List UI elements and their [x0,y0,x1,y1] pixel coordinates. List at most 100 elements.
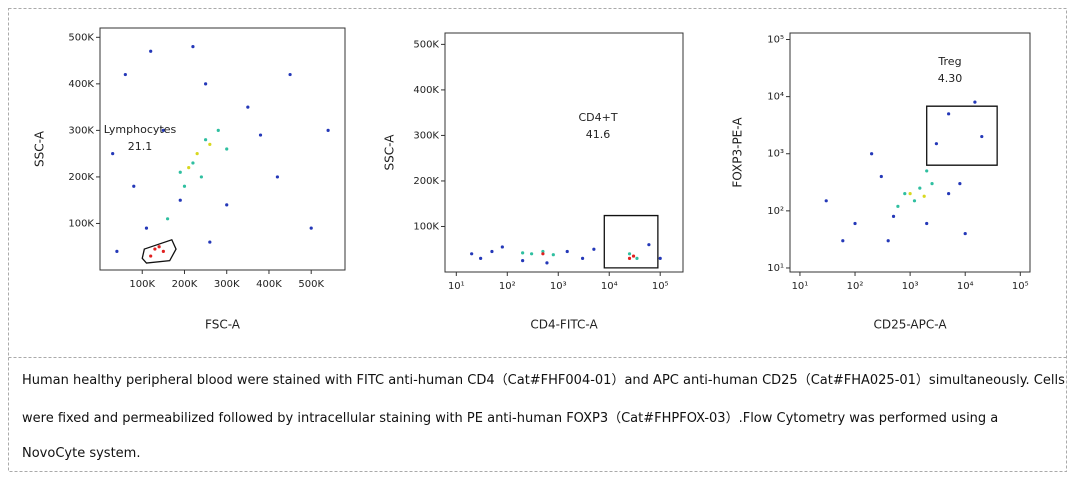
event-dot [824,199,828,203]
event-dot [115,249,119,253]
event-dot [326,128,330,132]
x-tick-label: 200K [172,279,198,290]
event-dot [216,128,220,132]
event-dot [161,249,165,253]
event-dot [980,134,984,139]
event-dot [178,170,182,174]
event-dot [161,128,165,132]
event-dot [592,247,596,251]
event-dot [635,256,639,260]
y-tick-label: 10⁵ [767,35,784,46]
event-dot [204,138,208,142]
x-tick-label: 10⁴ [601,281,618,292]
y-tick-label: 10³ [767,149,784,160]
x-tick-label: 10¹ [792,281,809,292]
x-axis-title: CD25-APC-A [873,318,947,332]
event-dot [530,252,534,256]
event-dot [870,152,874,156]
event-dot [627,256,632,260]
event-dot [922,194,926,198]
event-dot [149,254,153,258]
event-dot [631,254,636,258]
event-dot [309,226,313,230]
event-dot [208,240,212,244]
event-dot [925,221,929,226]
event-dot [521,259,525,263]
event-dot [903,192,907,196]
event-dot [947,192,951,196]
event-dot [947,112,951,116]
event-dot [149,49,153,53]
event-dot [182,184,187,188]
y-tick-label: 100K [68,218,94,229]
plot-frame [789,32,1031,273]
gate-percent: 21.1 [128,140,153,153]
event-dot [165,217,170,221]
event-dot [565,249,569,254]
x-axis-title: FSC-A [205,318,241,332]
event-dot [246,105,250,109]
y-tick-label: 500K [413,39,439,50]
plot-frame [99,27,346,271]
x-tick-label: 10¹ [448,281,465,292]
x-tick-label: 10⁴ [957,281,974,292]
event-dot [853,221,857,226]
gate-percent: 41.6 [586,128,611,141]
y-axis-title: FOXP3-PE-A [731,117,745,188]
event-dot [627,252,632,256]
event-dot [886,239,890,243]
figure-border [8,8,1067,472]
event-dot [470,252,474,256]
event-dot [191,45,195,49]
event-dot [551,253,555,257]
plot-frame [444,32,684,273]
y-tick-label: 400K [413,85,439,96]
y-axis-title: SSC-A [33,130,47,167]
caption-line: Human healthy peripheral blood were stai… [22,373,1065,388]
x-tick-label: 10² [847,281,864,292]
gate [141,238,177,264]
event-dot [191,161,195,165]
event-dot [123,72,127,77]
event-dot [225,203,229,207]
event-dot [908,192,912,196]
x-tick-label: 10³ [550,281,567,292]
event-dot [958,182,962,186]
event-dot [647,243,651,247]
event-dot [963,231,967,236]
x-tick-label: 400K [256,279,282,290]
x-tick-label: 500K [298,279,324,290]
event-dot [490,249,494,254]
y-tick-label: 400K [68,79,94,90]
event-dot [157,245,161,249]
x-tick-label: 100K [129,279,155,290]
event-dot [841,239,845,243]
event-dot [275,175,280,179]
gate-name: CD4+T [578,111,617,124]
event-dot [973,100,977,104]
x-tick-label: 300K [214,279,240,290]
event-dot [521,251,525,255]
event-dot [132,184,136,188]
x-tick-label: 10² [499,281,516,292]
event-dot [111,152,115,156]
x-axis-title: CD4-FITC-A [530,318,598,332]
event-dot [225,147,229,151]
event-dot [912,199,917,203]
y-axis-title: SSC-A [383,134,397,171]
event-dot [545,261,549,265]
gate [926,105,998,166]
event-dot [208,142,212,146]
y-tick-label: 200K [68,172,94,183]
caption-line: were fixed and permeabilized followed by… [22,411,999,426]
event-dot [144,226,149,230]
event-dot [918,186,922,190]
y-tick-label: 10⁴ [767,92,784,103]
event-dot [288,72,292,77]
gate-name: Lymphocytes [104,123,177,136]
event-dot [199,175,203,179]
event-dot [580,256,585,260]
y-tick-label: 10¹ [767,263,784,274]
event-dot [541,249,545,254]
